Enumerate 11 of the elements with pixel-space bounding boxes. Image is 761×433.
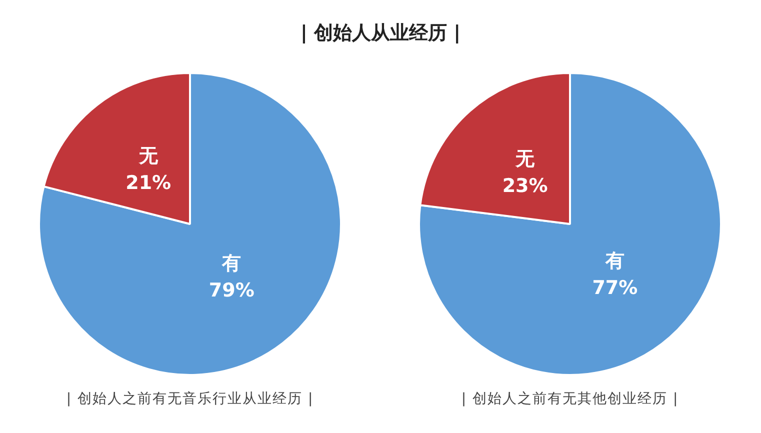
slice-label: 无 — [514, 148, 536, 170]
slice-label: 有 — [604, 250, 624, 272]
data-label: 23% — [502, 174, 548, 197]
slice-label: 无 — [138, 145, 159, 168]
data-label: 79% — [208, 280, 254, 302]
text: | 创始人从业经历 | — [299, 21, 462, 46]
data-label: 21% — [126, 172, 172, 194]
slice-label: 有 — [221, 252, 242, 275]
data-label: 77% — [592, 276, 638, 299]
text: | 创始人之前有无音乐行业从业经历 | — [66, 390, 314, 408]
text: | 创始人之前有无其他创业经历 | — [461, 390, 679, 408]
